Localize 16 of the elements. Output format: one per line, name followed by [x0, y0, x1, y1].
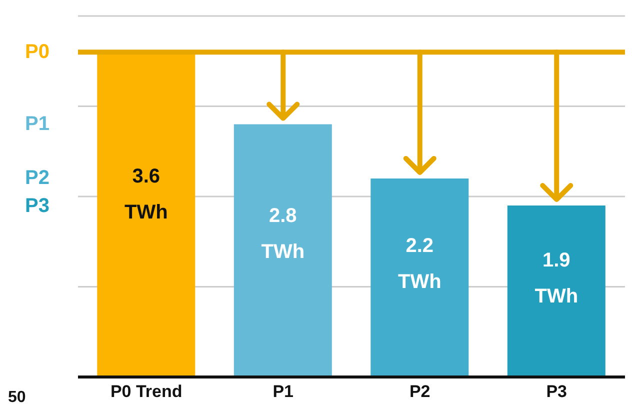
data-label: 2.2 TWh [398, 234, 442, 293]
x-tick-label: P3 [546, 382, 568, 402]
x-tick-label: P2 [409, 382, 430, 402]
data-label: 2.8 TWh [261, 205, 305, 264]
text: P0 [25, 40, 50, 64]
text: P1 [25, 112, 50, 136]
text: P3 [25, 194, 50, 218]
text: 50 [8, 389, 26, 407]
bar [507, 206, 606, 377]
bar [370, 178, 469, 377]
bar [234, 124, 332, 377]
data-label: 3.6 TWh [124, 165, 168, 224]
x-tick-label: P1 [272, 382, 294, 402]
text: P2 [25, 166, 50, 190]
x-tick-label: P0 Trend [110, 382, 182, 402]
data-label: 1.9 TWh [534, 250, 578, 308]
